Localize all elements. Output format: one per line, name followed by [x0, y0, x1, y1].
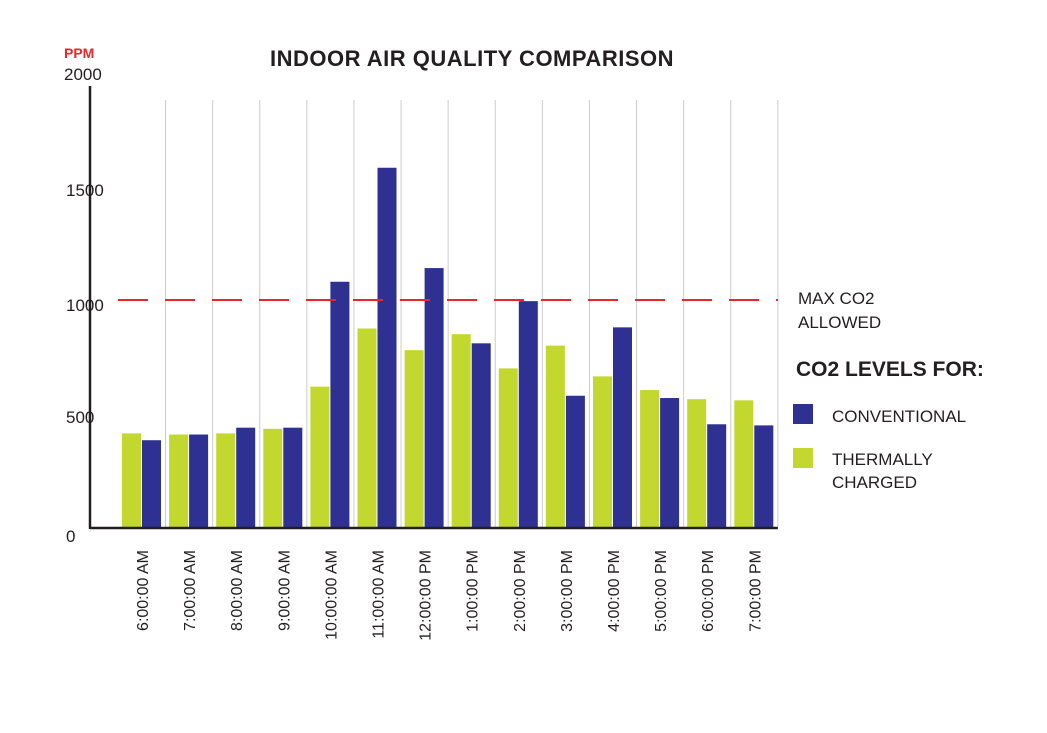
- bar-thermally-charged: [593, 376, 612, 528]
- bar-thermally-charged: [451, 334, 471, 528]
- x-tick-label: 4:00:00 PM: [606, 550, 623, 632]
- bar-thermally-charged: [640, 390, 660, 528]
- max-co2-label-line2: ALLOWED: [798, 313, 881, 332]
- bar-thermally-charged: [263, 428, 283, 528]
- legend: CO2 LEVELS FOR: CONVENTIONAL THERMALLY CHAR…: [793, 358, 984, 492]
- bar-thermally-charged: [310, 386, 330, 528]
- bars: [122, 167, 774, 528]
- bar-conventional: [236, 427, 256, 528]
- x-tick-label: 11:00:00 AM: [371, 550, 388, 639]
- y-tick-label: 1500: [66, 181, 104, 200]
- x-tick-label: 9:00:00 AM: [276, 550, 293, 631]
- chart-title: INDOOR AIR QUALITY COMPARISON: [270, 46, 674, 71]
- bar-conventional: [377, 167, 397, 528]
- x-tick-label: 1:00:00 PM: [465, 550, 482, 632]
- x-tick-label: 3:00:00 PM: [559, 550, 576, 632]
- bar-conventional: [518, 301, 538, 528]
- x-tick-label: 10:00:00 AM: [323, 550, 340, 640]
- bar-conventional: [283, 427, 303, 528]
- bar-thermally-charged: [216, 433, 236, 528]
- y-tick-label: 500: [66, 408, 94, 427]
- bar-thermally-charged: [687, 399, 707, 528]
- bar-conventional: [142, 440, 161, 528]
- y-tick-label: 2000: [64, 65, 102, 84]
- x-tick-label: 6:00:00 PM: [700, 550, 717, 632]
- bar-conventional: [613, 327, 632, 528]
- max-co2-label-line1: MAX CO2: [798, 289, 875, 308]
- bar-thermally-charged: [734, 400, 754, 528]
- x-tick-label: 8:00:00 AM: [229, 550, 246, 631]
- grid-lines: [165, 100, 779, 528]
- bar-conventional: [330, 281, 350, 528]
- bar-thermally-charged: [545, 345, 565, 528]
- bar-thermally-charged: [357, 328, 377, 528]
- x-tick-label: 2:00:00 PM: [512, 550, 529, 632]
- legend-label-conventional: CONVENTIONAL: [832, 407, 966, 426]
- x-axis-ticks: 6:00:00 AM 7:00:00 AM 8:00:00 AM 9:00:00 AM…: [135, 550, 764, 641]
- x-tick-label: 12:00:00 PM: [418, 550, 435, 641]
- max-co2-reference: MAX CO2 ALLOWED: [118, 289, 881, 332]
- y-axis-ticks: 0 500 1000 1500 2000: [64, 65, 104, 546]
- axes: [88, 86, 778, 530]
- y-tick-label: 0: [66, 527, 75, 546]
- bar-thermally-charged: [404, 350, 424, 528]
- legend-label-thermally-charged-line1: THERMALLY: [832, 450, 933, 469]
- bar-conventional: [707, 424, 727, 528]
- bar-conventional: [424, 268, 444, 528]
- bar-conventional: [754, 425, 774, 528]
- bar-thermally-charged: [498, 368, 518, 528]
- bar-conventional: [660, 398, 680, 528]
- x-tick-label: 7:00:00 PM: [747, 550, 764, 632]
- bar-conventional: [189, 434, 209, 528]
- y-axis-label: PPM: [64, 45, 94, 61]
- legend-title: CO2 LEVELS FOR:: [796, 358, 984, 381]
- bar-thermally-charged: [169, 434, 189, 528]
- legend-swatch-thermally-charged: [793, 448, 813, 468]
- bar-thermally-charged: [122, 433, 141, 528]
- x-tick-label: 7:00:00 AM: [182, 550, 199, 631]
- x-tick-label: 6:00:00 AM: [135, 550, 152, 631]
- bar-conventional: [471, 343, 491, 528]
- legend-label-thermally-charged-line2: CHARGED: [832, 473, 917, 492]
- y-tick-label: 1000: [66, 296, 104, 315]
- bar-conventional: [565, 395, 585, 528]
- x-tick-label: 5:00:00 PM: [653, 550, 670, 632]
- legend-swatch-conventional: [793, 404, 813, 424]
